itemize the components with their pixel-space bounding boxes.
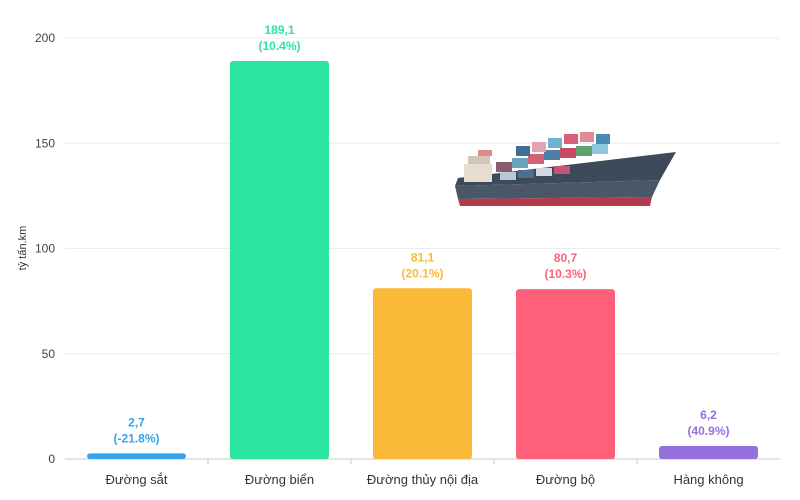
x-tick-label: Đường sắt (105, 472, 167, 487)
data-label-growth: (10.3%) (544, 267, 586, 281)
y-tick-label: 0 (48, 452, 55, 466)
data-label-growth: (40.9%) (687, 424, 729, 438)
x-tick-label: Đường thủy nội địa (367, 472, 479, 487)
x-tick-label: Đường biển (245, 472, 314, 487)
y-axis-label: tỷ tấn.km (17, 226, 29, 271)
y-tick-label: 100 (35, 242, 55, 256)
x-tick-label: Đường bộ (536, 472, 595, 487)
y-tick-label: 50 (42, 347, 56, 361)
x-axis-ticks: Đường sắt Đường biển Đường thủy nội địa Đườ… (105, 459, 744, 487)
x-tick-label: Hàng không (673, 472, 743, 487)
data-label-growth: (20.1%) (401, 266, 443, 280)
cargo-ship-illustration (455, 132, 676, 206)
bar (373, 288, 472, 459)
data-label-value: 2,7 (128, 415, 145, 429)
bar (659, 445, 758, 459)
data-label-value: 189,1 (264, 23, 294, 37)
data-label-value: 81,1 (411, 250, 435, 264)
bar (516, 289, 615, 459)
data-label-growth: (10.4%) (258, 39, 300, 53)
bars (87, 60, 758, 460)
y-tick-label: 150 (35, 136, 55, 150)
y-axis-ticks: 0 50 100 150 200 (35, 31, 55, 466)
data-labels: 2,7 (-21.8%) 189,1 (10.4%) 81,1 (20.1%) 80,7 (1… (113, 23, 729, 445)
y-tick-label: 200 (35, 31, 55, 45)
bar (230, 60, 329, 460)
data-label-growth: (-21.8%) (113, 431, 159, 445)
bar (87, 453, 186, 459)
data-label-value: 6,2 (700, 408, 717, 422)
data-label-value: 80,7 (554, 251, 578, 265)
